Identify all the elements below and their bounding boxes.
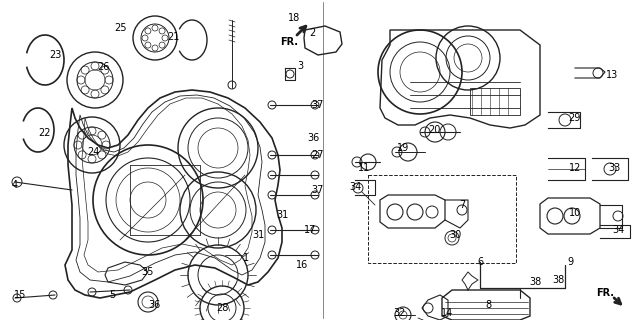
Text: 20: 20 [428, 125, 440, 135]
Text: 13: 13 [606, 70, 618, 80]
Text: 32: 32 [394, 308, 406, 318]
Text: 15: 15 [14, 290, 26, 300]
Text: 10: 10 [569, 208, 581, 218]
Text: 8: 8 [485, 300, 491, 310]
Text: 22: 22 [38, 128, 50, 138]
Text: 21: 21 [167, 32, 179, 42]
Text: FR.: FR. [596, 288, 614, 298]
Text: 17: 17 [304, 225, 316, 235]
Text: 5: 5 [109, 290, 115, 300]
Text: 35: 35 [142, 267, 154, 277]
Text: 12: 12 [569, 163, 581, 173]
Text: 19: 19 [397, 143, 409, 153]
Text: 37: 37 [312, 100, 324, 110]
Text: 7: 7 [459, 200, 465, 210]
Text: 26: 26 [97, 62, 109, 72]
Text: 34: 34 [612, 225, 624, 235]
Text: 29: 29 [568, 113, 580, 123]
Text: 31: 31 [276, 210, 288, 220]
Text: 38: 38 [552, 275, 564, 285]
Bar [368, 175, 516, 263]
Text: 16: 16 [296, 260, 308, 270]
Text: 34: 34 [349, 182, 361, 192]
Text: 1: 1 [243, 253, 249, 263]
Text: 25: 25 [114, 23, 126, 33]
Text: 6: 6 [477, 257, 483, 267]
Text: 38: 38 [529, 277, 541, 287]
Text: 30: 30 [449, 230, 461, 240]
Text: 27: 27 [311, 150, 324, 160]
Text: 23: 23 [49, 50, 61, 60]
Text: 31: 31 [252, 230, 264, 240]
Text: 24: 24 [87, 147, 99, 157]
Text: 37: 37 [312, 185, 324, 195]
Text: FR.: FR. [280, 37, 298, 47]
Text: 36: 36 [148, 300, 160, 310]
Text: 4: 4 [12, 180, 18, 190]
Text: 18: 18 [288, 13, 300, 23]
Text: 33: 33 [608, 163, 620, 173]
Text: 36: 36 [307, 133, 319, 143]
Text: 11: 11 [358, 163, 370, 173]
Text: 28: 28 [216, 303, 228, 313]
Text: 14: 14 [441, 308, 453, 318]
Text: 9: 9 [567, 257, 573, 267]
Text: 3: 3 [297, 61, 303, 71]
Text: 2: 2 [309, 28, 315, 38]
